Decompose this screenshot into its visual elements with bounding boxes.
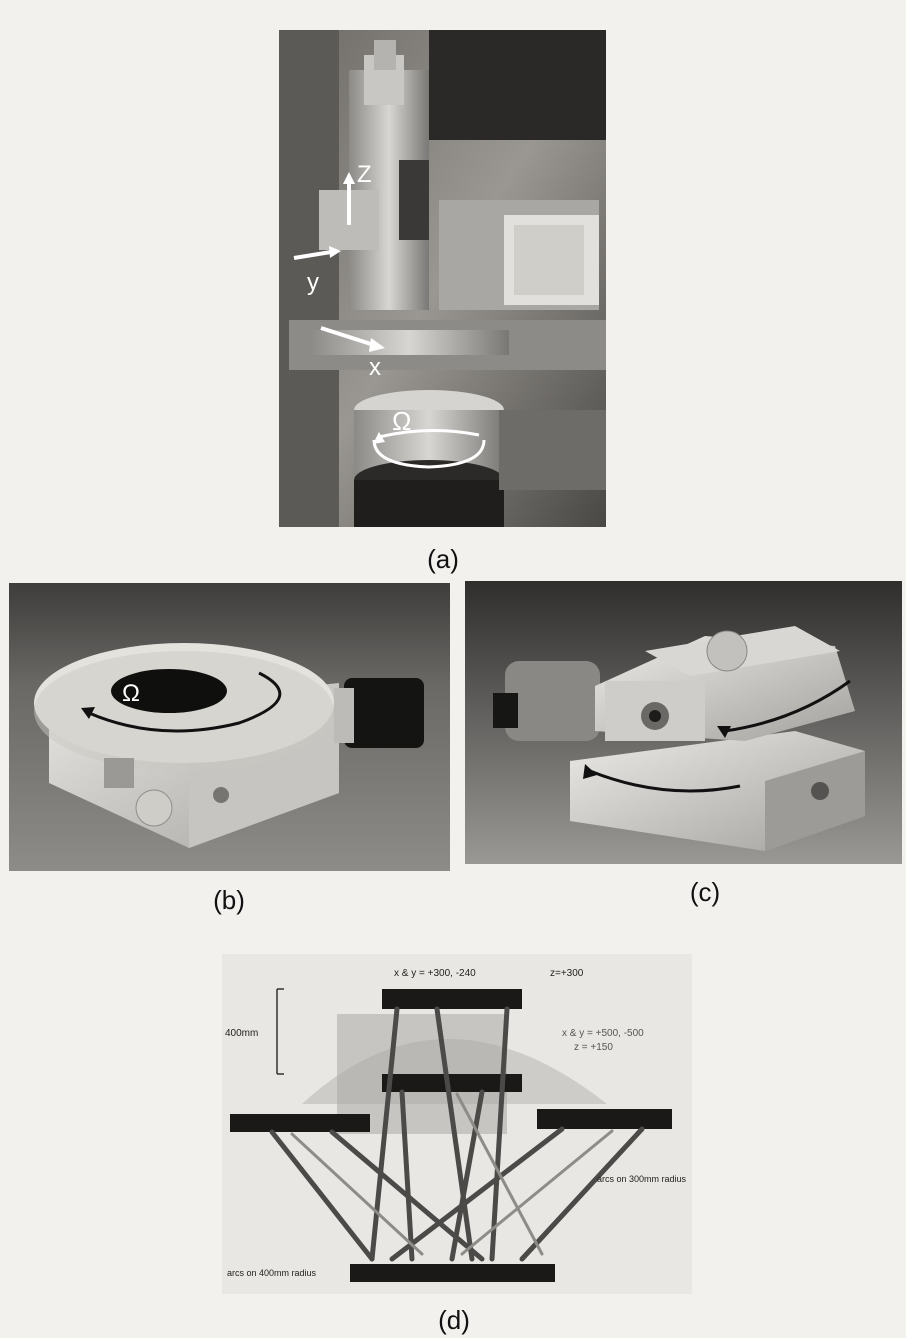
z-axis-label: Z xyxy=(357,161,372,188)
panel-a-illustration: Z y x Ω xyxy=(279,30,606,527)
right-arc-annotation: arcs on 300mm radius xyxy=(597,1174,687,1184)
panel-a-photo: Z y x Ω xyxy=(279,30,606,527)
right-xy-annotation: x & y = +500, -500 xyxy=(562,1028,644,1039)
panel-d-caption: (d) xyxy=(438,1305,470,1335)
panel-b-caption: (b) xyxy=(213,885,245,915)
panel-c-photo xyxy=(465,581,902,864)
top-xy-annotation: x & y = +300, -240 xyxy=(394,968,476,979)
panel-d-diagram: 400mm x & y = +300, -240 z=+300 x & y = … xyxy=(222,954,692,1294)
y-axis-label: y xyxy=(307,269,319,296)
bottom-arc-annotation: arcs on 400mm radius xyxy=(227,1268,317,1278)
panel-b-photo: Ω xyxy=(9,583,450,871)
top-z-annotation: z=+300 xyxy=(550,968,584,979)
panel-b-illustration: Ω xyxy=(9,583,450,871)
right-z-annotation: z = +150 xyxy=(574,1042,613,1053)
panel-c-illustration xyxy=(465,581,902,864)
height-scale-label: 400mm xyxy=(225,1028,258,1039)
panel-d-illustration: 400mm x & y = +300, -240 z=+300 x & y = … xyxy=(222,954,692,1294)
panel-a-caption: (a) xyxy=(427,544,459,574)
x-axis-label: x xyxy=(369,354,381,381)
panel-c-caption: (c) xyxy=(689,877,721,907)
omega-label: Ω xyxy=(122,680,140,707)
omega-axis-label: Ω xyxy=(392,406,411,436)
